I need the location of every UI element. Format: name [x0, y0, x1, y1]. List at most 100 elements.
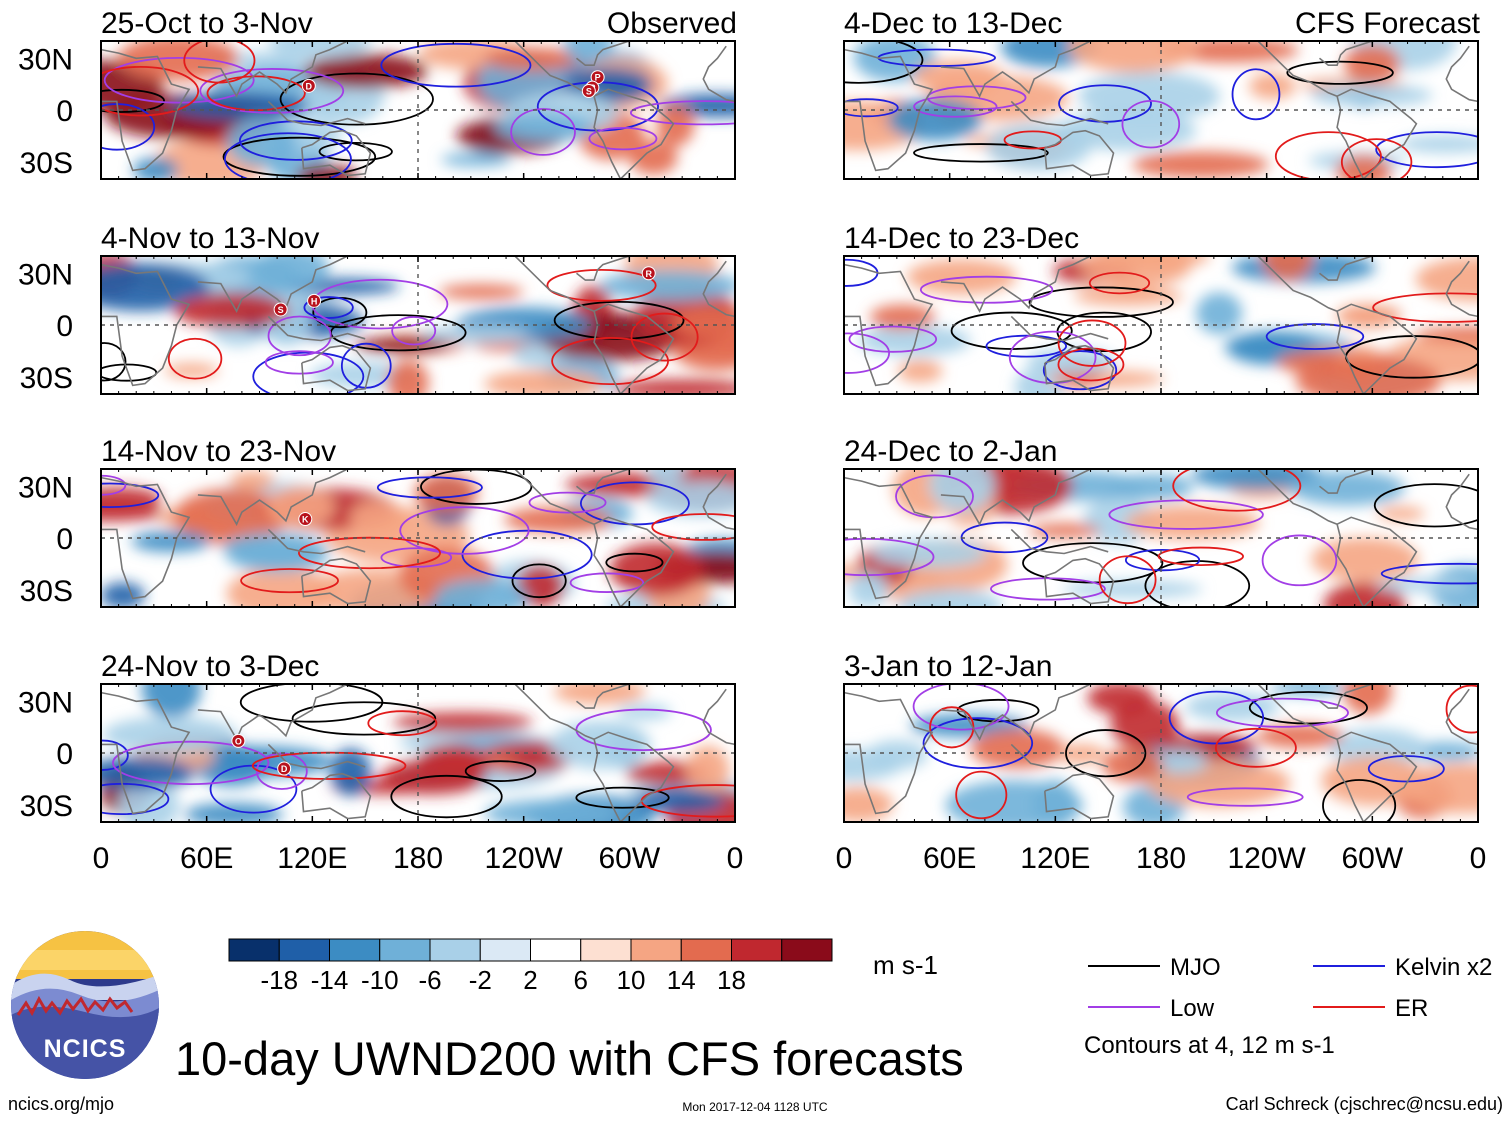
- contour-lines: [912, 684, 1478, 822]
- colorbar-tick-label: -14: [311, 965, 349, 995]
- coastlines: [844, 256, 1478, 394]
- colorbar-box: [781, 938, 833, 962]
- contour-kelvin-x2: [579, 481, 690, 526]
- panel-title: 3-Jan to 12-Jan: [844, 650, 1052, 683]
- svg-text:K: K: [302, 515, 309, 525]
- storm-marker: K: [298, 512, 313, 527]
- contour-kelvin-x2: [101, 739, 129, 771]
- contour-low: [1121, 99, 1181, 149]
- colorbar-tick-label: -10: [361, 965, 399, 995]
- colorbar-box: [329, 938, 381, 962]
- x-tick-label: 0: [727, 842, 744, 875]
- x-tick-label: 120W: [1227, 842, 1306, 875]
- colorbar-tick-label: -6: [418, 965, 441, 995]
- contour-low: [990, 577, 1106, 601]
- panel-obs3: K 14-Nov to 23-Nov: [100, 435, 736, 608]
- contour-er: [1157, 546, 1244, 567]
- x-tick-label: 60E: [180, 842, 233, 875]
- contour-kelvin-x2: [223, 132, 352, 179]
- contour-er: [1214, 727, 1297, 768]
- contour-mjo: [1373, 483, 1478, 528]
- contour-low: [267, 315, 332, 357]
- x-tick-label: 180: [393, 842, 443, 875]
- contour-mjo: [575, 786, 670, 809]
- panel-title: 14-Nov to 23-Nov: [101, 435, 336, 468]
- x-tick-label: 0: [1470, 842, 1487, 875]
- panel-corner-label: CFS Forecast: [1295, 7, 1481, 40]
- x-tick-label: 120W: [484, 842, 563, 875]
- contour-mjo: [101, 88, 165, 113]
- panel-fc2: 14-Dec to 23-Dec: [843, 222, 1479, 395]
- panel-fc4: 3-Jan to 12-Jan: [843, 650, 1479, 823]
- website-link[interactable]: ncics.org/mjo: [8, 1094, 114, 1114]
- contour-low: [103, 56, 255, 104]
- contour-mjo: [1144, 560, 1251, 607]
- panel-fc3: 24-Dec to 2-Jan: [843, 435, 1479, 608]
- colorbar-tick-label: 10: [617, 965, 646, 995]
- contour-kelvin-x2: [1042, 350, 1118, 391]
- panel-title: 4-Dec to 13-Dec: [844, 7, 1062, 40]
- panel-title: 25-Oct to 3-Nov: [101, 7, 313, 40]
- contour-low: [1186, 787, 1304, 807]
- contour-er: [651, 513, 735, 541]
- wind-anomaly-shading: [844, 684, 1478, 822]
- colorbar: -18 -14 -10 -6 -2 2 6 10 14 18 m s-1: [228, 938, 938, 995]
- legend-item-er: ER: [1313, 995, 1428, 1022]
- contour-er: [1340, 138, 1413, 179]
- panel-title: 24-Dec to 2-Jan: [844, 435, 1057, 468]
- x-tick-label: 180: [1136, 842, 1186, 875]
- contour-low: [199, 68, 345, 114]
- contour-lines: [844, 469, 1478, 607]
- contour-mjo: [913, 143, 1049, 163]
- contour-mjo: [1286, 60, 1394, 85]
- coastlines: [101, 469, 735, 607]
- contour-mjo: [1065, 729, 1147, 778]
- logo-text: NCICS: [44, 1035, 127, 1063]
- colorbar-box: [680, 938, 732, 962]
- legend-item-kelvin-x2: Kelvin x2: [1313, 954, 1492, 981]
- colorbar-tick-label: 14: [667, 965, 696, 995]
- panels-layer: D P R S 25-Oct to 3-Nov Observed R S H 4-Nov to 1…: [100, 7, 1481, 823]
- contour-er: [367, 710, 438, 737]
- contour-mjo: [279, 72, 434, 126]
- contour-kelvin-x2: [922, 717, 1034, 770]
- y-tick-label: 30N: [18, 686, 73, 719]
- contour-kelvin-x2: [985, 334, 1067, 358]
- legend-item-mjo: MJO: [1088, 954, 1221, 981]
- contour-low: [629, 100, 735, 126]
- colorbar-box: [630, 938, 682, 962]
- contour-kelvin-x2: [1265, 323, 1365, 350]
- contour-kelvin-x2: [380, 42, 532, 88]
- contour-low: [569, 572, 645, 593]
- svg-text:O: O: [235, 736, 242, 746]
- coastlines: [101, 684, 735, 822]
- x-tick-label: 120E: [277, 842, 347, 875]
- contour-low: [912, 684, 1010, 731]
- svg-text:P: P: [595, 73, 601, 83]
- coastlines: [101, 41, 735, 179]
- contour-er: [1274, 131, 1382, 179]
- contour-mjo: [1248, 691, 1368, 725]
- y-tick-label: 30S: [20, 147, 73, 180]
- axis-layer: 30N 0 30S 30N 0 30S 30N 0 30S 30N 0 30S 0 60E 120E 180 1…: [18, 43, 1486, 875]
- x-tick-label: 60E: [923, 842, 976, 875]
- svg-text:ER: ER: [1395, 995, 1428, 1022]
- panel-title: 24-Nov to 3-Dec: [101, 650, 319, 683]
- colorbar-box: [530, 938, 582, 962]
- contour-low: [844, 332, 890, 374]
- contour-kelvin-x2: [1124, 548, 1201, 572]
- contour-lines: [844, 41, 1478, 179]
- contour-low: [844, 537, 935, 577]
- contour-er: [297, 536, 442, 570]
- colorbar-box: [228, 938, 280, 962]
- wind-anomaly-shading: [844, 469, 1478, 607]
- colorbar-tick-label: 2: [523, 965, 537, 995]
- coastlines: [844, 684, 1478, 822]
- contour-low: [399, 506, 530, 555]
- contour-er: [240, 568, 339, 594]
- colorbar-box: [379, 938, 431, 962]
- contour-kelvin-x2: [1231, 68, 1281, 121]
- y-tick-label: 0: [56, 95, 73, 128]
